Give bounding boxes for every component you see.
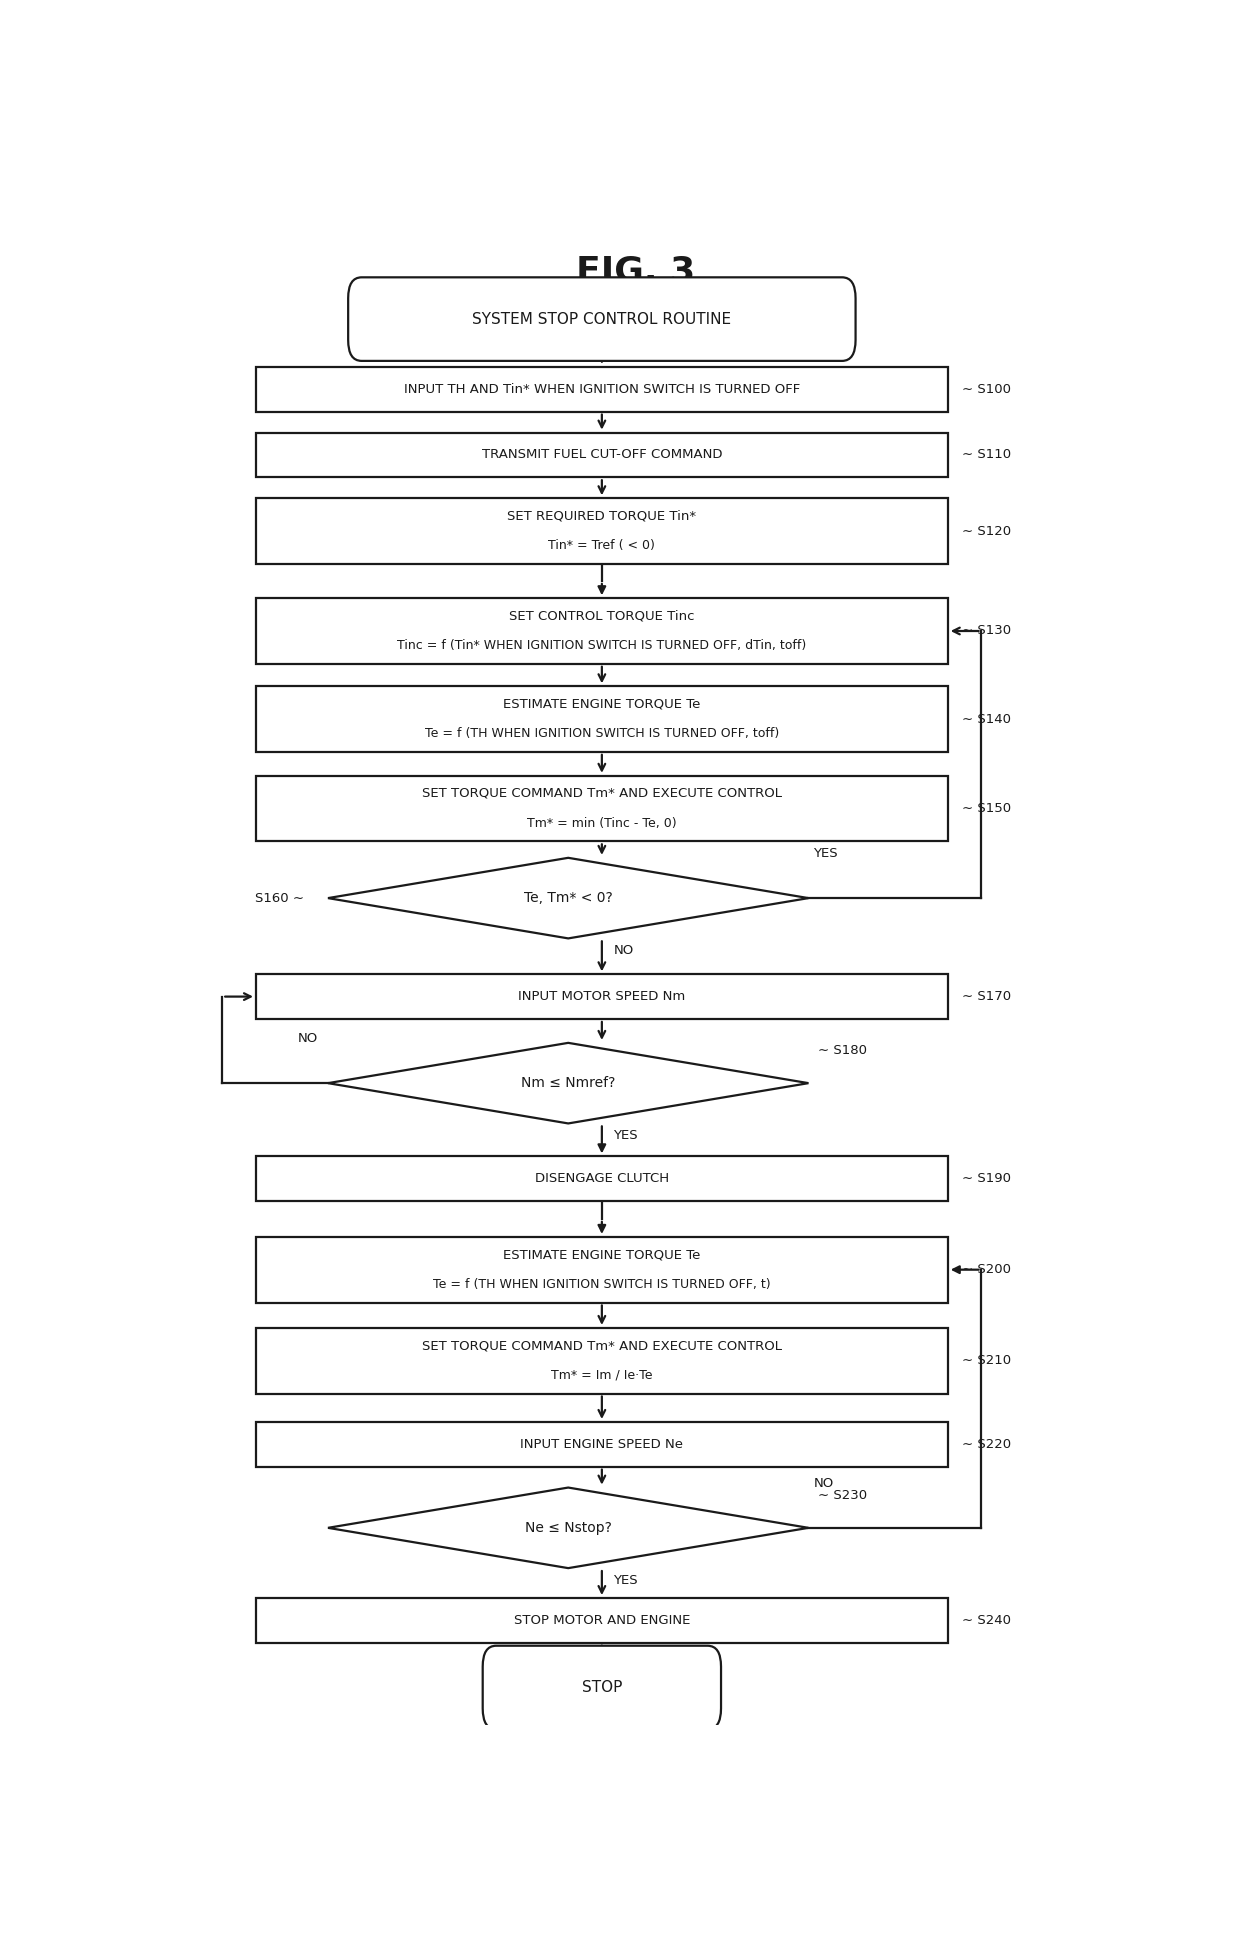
Text: ∼ S100: ∼ S100 [962,382,1012,395]
Text: TRANSMIT FUEL CUT-OFF COMMAND: TRANSMIT FUEL CUT-OFF COMMAND [481,448,722,461]
Bar [255,1328,947,1393]
Text: NO: NO [298,1031,319,1045]
Text: NO: NO [614,944,634,957]
Polygon shape [327,1488,808,1568]
Text: DISENGAGE CLUTCH: DISENGAGE CLUTCH [534,1172,668,1186]
Bar [255,1157,947,1202]
Text: INPUT MOTOR SPEED Nm: INPUT MOTOR SPEED Nm [518,990,686,1004]
Text: ∼ S220: ∼ S220 [962,1438,1012,1452]
Text: SET REQUIRED TORQUE Tin*: SET REQUIRED TORQUE Tin* [507,510,697,523]
Bar [255,599,947,665]
Text: YES: YES [614,1574,639,1587]
Text: Tm* = Im / Ie·Te: Tm* = Im / Ie·Te [551,1368,652,1382]
Text: ∼ S120: ∼ S120 [962,525,1012,537]
Text: YES: YES [614,1128,639,1141]
Text: ∼ S180: ∼ S180 [818,1045,867,1056]
Text: S160 ∼: S160 ∼ [255,891,304,905]
Polygon shape [327,859,808,938]
Text: Tin* = Tref ( < 0): Tin* = Tref ( < 0) [548,539,655,552]
Text: ESTIMATE ENGINE TORQUE Te: ESTIMATE ENGINE TORQUE Te [503,1248,701,1262]
Text: SET TORQUE COMMAND Tm* AND EXECUTE CONTROL: SET TORQUE COMMAND Tm* AND EXECUTE CONTR… [422,1339,782,1353]
Text: Ne ≤ Nstop?: Ne ≤ Nstop? [525,1521,611,1535]
Text: ∼ S210: ∼ S210 [962,1355,1012,1366]
Bar [255,1599,947,1643]
Text: Tm* = min (Tinc - Te, 0): Tm* = min (Tinc - Te, 0) [527,816,677,829]
Text: SET TORQUE COMMAND Tm* AND EXECUTE CONTROL: SET TORQUE COMMAND Tm* AND EXECUTE CONTR… [422,787,782,800]
Text: Nm ≤ Nmref?: Nm ≤ Nmref? [521,1076,615,1091]
Bar [255,1236,947,1302]
Text: Te, Tm* < 0?: Te, Tm* < 0? [523,891,613,905]
Text: ∼ S150: ∼ S150 [962,802,1012,816]
Text: ∼ S190: ∼ S190 [962,1172,1012,1186]
Text: Tinc = f (Tin* WHEN IGNITION SWITCH IS TURNED OFF, dTin, toff): Tinc = f (Tin* WHEN IGNITION SWITCH IS T… [397,640,806,651]
FancyBboxPatch shape [482,1645,720,1729]
Text: ∼ S230: ∼ S230 [818,1488,867,1502]
Text: INPUT ENGINE SPEED Ne: INPUT ENGINE SPEED Ne [521,1438,683,1452]
Text: STOP: STOP [582,1680,622,1696]
Text: FIG. 3: FIG. 3 [575,254,696,289]
Text: ESTIMATE ENGINE TORQUE Te: ESTIMATE ENGINE TORQUE Te [503,698,701,711]
Bar [255,775,947,841]
Text: ∼ S110: ∼ S110 [962,448,1012,461]
Text: Te = f (TH WHEN IGNITION SWITCH IS TURNED OFF, t): Te = f (TH WHEN IGNITION SWITCH IS TURNE… [433,1277,771,1291]
Text: STOP MOTOR AND ENGINE: STOP MOTOR AND ENGINE [513,1614,689,1626]
Text: ∼ S240: ∼ S240 [962,1614,1012,1626]
Text: NO: NO [813,1477,833,1490]
Text: SET CONTROL TORQUE Tinc: SET CONTROL TORQUE Tinc [510,609,694,622]
Bar [255,432,947,477]
Text: ∼ S200: ∼ S200 [962,1264,1012,1277]
Text: ∼ S170: ∼ S170 [962,990,1012,1004]
Text: INPUT TH AND Tin* WHEN IGNITION SWITCH IS TURNED OFF: INPUT TH AND Tin* WHEN IGNITION SWITCH I… [404,382,800,395]
Bar [255,498,947,564]
Bar [255,975,947,1019]
Bar [255,1422,947,1467]
Bar [255,686,947,752]
Text: YES: YES [813,847,838,860]
Text: ∼ S140: ∼ S140 [962,713,1012,725]
Polygon shape [327,1043,808,1124]
Text: Te = f (TH WHEN IGNITION SWITCH IS TURNED OFF, toff): Te = f (TH WHEN IGNITION SWITCH IS TURNE… [425,727,779,740]
Bar [255,366,947,411]
Text: SYSTEM STOP CONTROL ROUTINE: SYSTEM STOP CONTROL ROUTINE [472,312,732,328]
Text: ∼ S130: ∼ S130 [962,624,1012,638]
FancyBboxPatch shape [348,277,856,360]
